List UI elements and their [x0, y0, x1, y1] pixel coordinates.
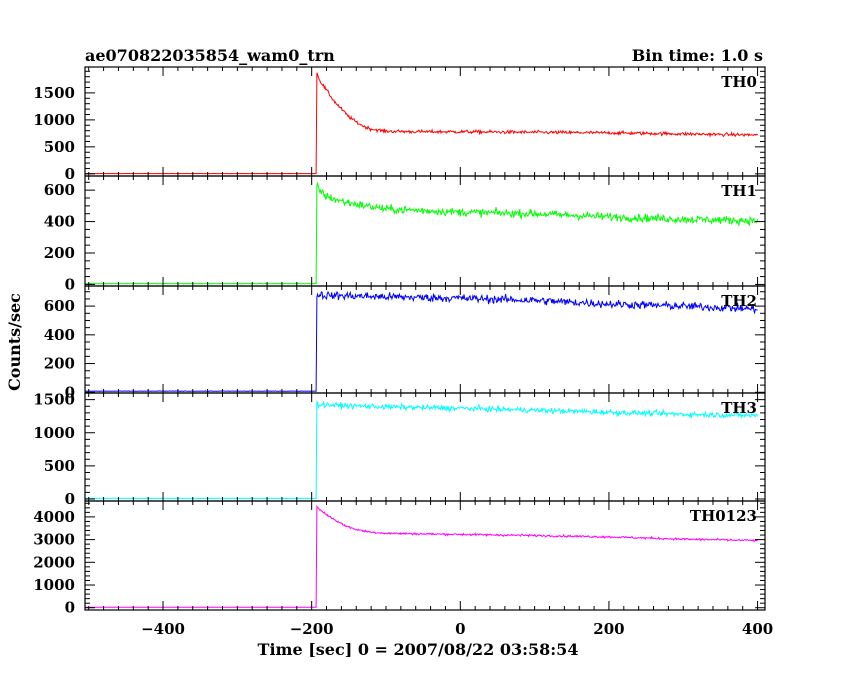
x-tick-label: 0 [455, 620, 465, 638]
x-tick-label: −400 [141, 620, 185, 638]
y-tick-label: 1500 [33, 84, 75, 102]
y-tick-label: 600 [44, 297, 75, 315]
panel-th0123: 0 1000 2000 3000 4000 TH0123 [33, 500, 766, 617]
panel-th0: 0 500 1000 1500 TH0 [33, 66, 766, 183]
panel-th3: 0 500 1000 1500 TH3 [33, 391, 766, 508]
panel-th2: 0 200 400 600 TH2 [44, 285, 766, 401]
panel-frame [84, 500, 766, 611]
y-tick-label: 500 [44, 138, 75, 156]
series-line-th1 [85, 181, 759, 285]
series-line-th0 [85, 72, 758, 175]
y-tick-label: 0 [65, 383, 75, 401]
y-tick-label: 1500 [33, 391, 75, 409]
y-tick-label: 0 [65, 490, 75, 508]
y-tick-label: 200 [44, 244, 75, 262]
series-line-th0123 [85, 504, 759, 608]
y-tick-label: 400 [44, 213, 75, 231]
y-tick-label: 0 [65, 165, 75, 183]
x-tick-label: 200 [593, 620, 624, 638]
y-tick-label: 0 [65, 599, 75, 617]
x-tick-label: 400 [742, 620, 773, 638]
chart-title: ae070822035854_wam0_trn [85, 46, 335, 65]
panel-label-th0: TH0 [721, 73, 757, 91]
panel-label-th2: TH2 [721, 292, 757, 310]
panel-label-th1: TH1 [721, 182, 757, 200]
y-tick-label: 3000 [33, 531, 75, 549]
panel-label-th3: TH3 [721, 399, 757, 417]
panel-frame [84, 66, 766, 177]
y-tick-label: 600 [44, 181, 75, 199]
y-tick-label: 4000 [33, 508, 75, 526]
y-tick-label: 1000 [33, 111, 75, 129]
y-tick-label: 2000 [33, 553, 75, 571]
series-line-th2 [84, 290, 758, 392]
y-tick-label: 1000 [33, 424, 75, 442]
y-tick-label: 200 [44, 355, 75, 373]
x-tick-label: −200 [290, 620, 334, 638]
y-tick-label: 0 [65, 275, 75, 293]
series-line-th3 [84, 400, 759, 500]
y-tick-label: 500 [44, 457, 75, 475]
panel-th1: 0 200 400 600 TH1 [44, 175, 766, 293]
bin-time-label: Bin time: 1.0 s [632, 46, 763, 65]
y-tick-label: 1000 [33, 576, 75, 594]
panel-frame [84, 285, 766, 394]
panel-label-th0123: TH0123 [690, 507, 757, 525]
y-axis-label: Counts/sec [5, 293, 24, 391]
x-axis-label: Time [sec] 0 = 2007/08/22 03:58:54 [258, 640, 579, 659]
panels-group: 0 500 1000 1500 TH0 0 200 400 600 TH1 0 200 400 600 TH… [33, 66, 773, 638]
panel-frame [84, 175, 766, 287]
y-tick-label: 400 [44, 326, 75, 344]
